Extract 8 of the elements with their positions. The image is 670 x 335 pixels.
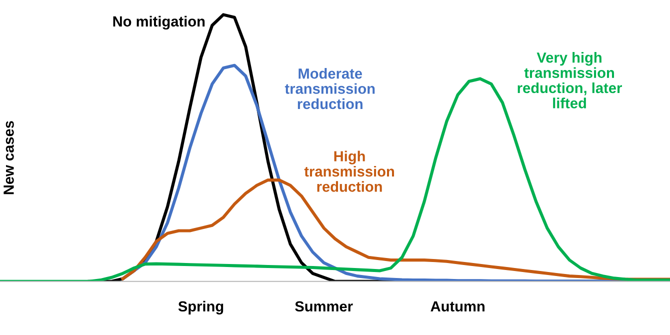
x-tick-label: Summer [295,301,353,312]
x-tick-label: Spring [178,300,224,315]
series-label: High transmission reduction [304,150,394,192]
y-axis-title: New cases [4,121,14,194]
series-label: Moderate transmission reduction [284,68,375,110]
series-label: Very high transmission reduction, later lifted [518,52,622,108]
series-label: No mitigation [113,16,205,30]
x-tick-label: Autumn [430,301,484,312]
